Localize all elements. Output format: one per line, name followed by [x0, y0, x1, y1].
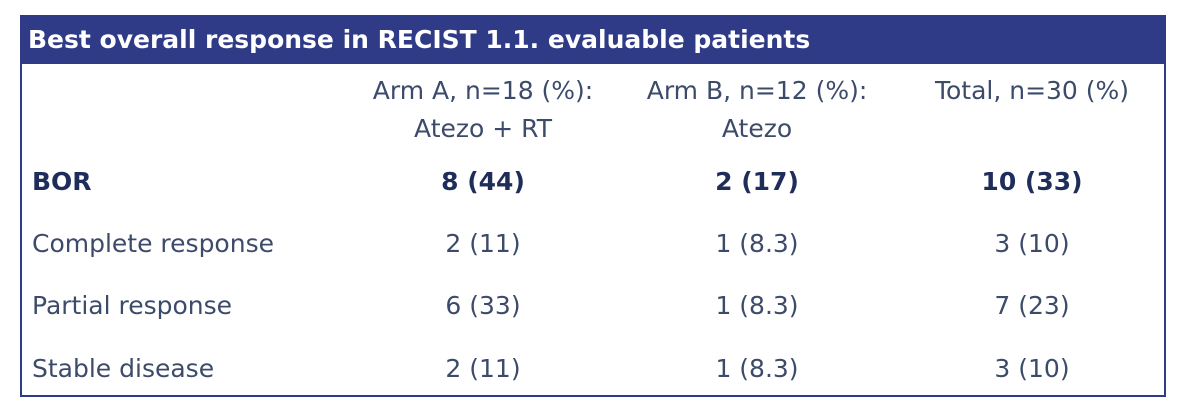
table-cell: 2 (17): [715, 167, 799, 196]
table-cell: 7 (23): [994, 291, 1070, 320]
table-cell: 3 (10): [994, 229, 1070, 258]
row-label: Stable disease: [32, 354, 215, 383]
table-cell: 1 (8.3): [715, 291, 799, 320]
table-frame: Best overall response in RECIST 1.1. eva…: [20, 15, 1166, 397]
table-cell: 6 (33): [445, 291, 521, 320]
row-label: Complete response: [32, 229, 274, 258]
table-title: Best overall response in RECIST 1.1. eva…: [28, 25, 811, 54]
column-header: Arm A, n=18 (%):: [372, 76, 594, 105]
table-cell: 8 (44): [441, 167, 525, 196]
table-cell: 1 (8.3): [715, 229, 799, 258]
row-label: Partial response: [32, 291, 233, 320]
row-label: BOR: [32, 167, 92, 196]
column-header: Atezo + RT: [414, 114, 552, 143]
table-cell: 3 (10): [994, 354, 1070, 383]
column-header: Atezo: [721, 114, 793, 143]
table-cell: 10 (33): [981, 167, 1083, 196]
column-header: Total, n=30 (%): [934, 76, 1130, 105]
column-header: Arm B, n=12 (%):: [646, 76, 868, 105]
table-cell: 2 (11): [445, 229, 521, 258]
table-cell: 1 (8.3): [715, 354, 799, 383]
table-cell: 2 (11): [445, 354, 521, 383]
title-bar: Best overall response in RECIST 1.1. eva…: [22, 17, 1164, 64]
